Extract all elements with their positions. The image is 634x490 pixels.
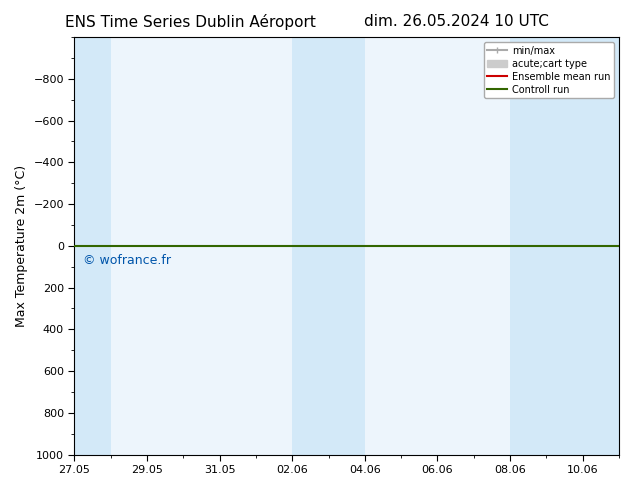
Text: © wofrance.fr: © wofrance.fr <box>82 254 171 267</box>
Text: dim. 26.05.2024 10 UTC: dim. 26.05.2024 10 UTC <box>364 14 549 29</box>
Bar <box>510 37 547 455</box>
Legend: min/max, acute;cart type, Ensemble mean run, Controll run: min/max, acute;cart type, Ensemble mean … <box>484 42 614 98</box>
Bar <box>74 37 111 455</box>
Bar <box>328 37 365 455</box>
Text: ENS Time Series Dublin Aéroport: ENS Time Series Dublin Aéroport <box>65 14 316 30</box>
Y-axis label: Max Temperature 2m (°C): Max Temperature 2m (°C) <box>15 165 28 327</box>
Bar <box>292 37 328 455</box>
Bar <box>547 37 619 455</box>
